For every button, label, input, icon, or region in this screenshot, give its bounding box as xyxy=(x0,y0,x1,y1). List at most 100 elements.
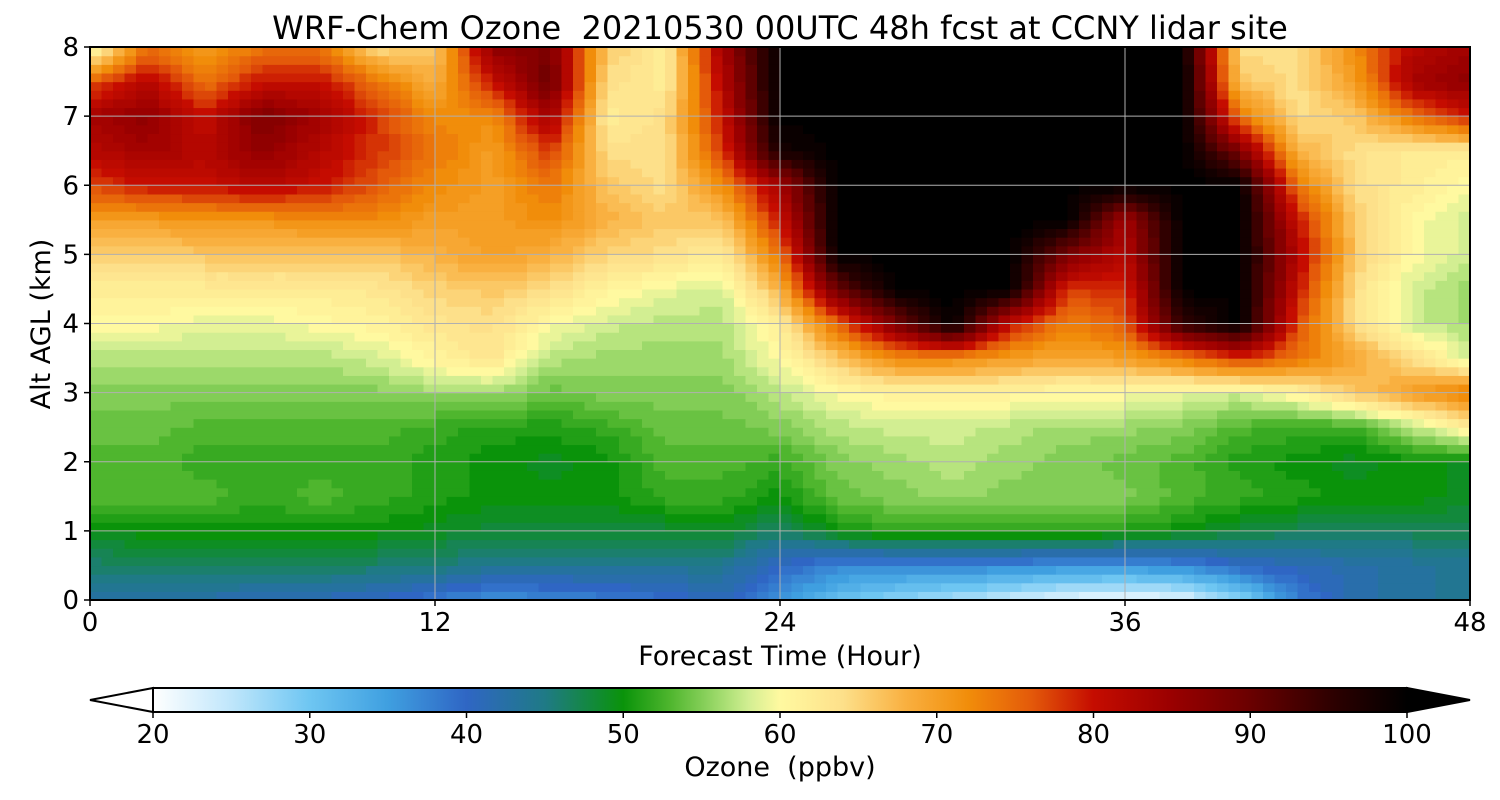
contour-cell xyxy=(170,64,183,74)
contour-cell xyxy=(216,263,229,273)
contour-cell xyxy=(895,392,908,402)
contour-cell xyxy=(469,358,482,368)
contour-cell xyxy=(251,461,264,471)
contour-cell xyxy=(607,107,620,117)
contour-cell xyxy=(354,479,367,489)
contour-cell xyxy=(895,245,908,255)
contour-cell xyxy=(515,539,528,549)
contour-cell xyxy=(504,159,517,169)
contour-cell xyxy=(860,271,873,281)
contour-cell xyxy=(285,72,298,83)
contour-cell xyxy=(297,254,310,264)
contour-cell xyxy=(665,582,678,592)
contour-cell xyxy=(446,245,459,255)
contour-cell xyxy=(918,444,931,454)
contour-cell xyxy=(205,392,218,402)
contour-cell xyxy=(331,565,344,575)
contour-cell xyxy=(262,548,275,558)
contour-cell xyxy=(906,556,919,567)
contour-cell xyxy=(251,314,264,325)
contour-cell xyxy=(170,263,183,273)
contour-cell xyxy=(619,98,632,109)
contour-cell xyxy=(768,193,781,204)
contour-cell xyxy=(676,453,689,463)
contour-cell xyxy=(136,323,149,333)
contour-cell xyxy=(423,409,436,420)
contour-cell xyxy=(653,228,666,238)
contour-cell xyxy=(377,358,390,368)
contour-cell xyxy=(193,332,206,342)
contour-cell xyxy=(239,453,252,463)
contour-cell xyxy=(481,72,494,83)
contour-cell xyxy=(124,219,137,230)
contour-cell xyxy=(90,392,103,402)
contour-cell xyxy=(837,150,850,160)
contour-cell xyxy=(596,401,609,411)
contour-cell xyxy=(642,582,655,592)
contour-cell xyxy=(975,98,988,109)
contour-cell xyxy=(860,565,873,575)
contour-cell xyxy=(734,47,747,57)
contour-cell xyxy=(193,591,206,600)
contour-cell xyxy=(826,548,839,558)
contour-cell xyxy=(653,271,666,281)
contour-cell xyxy=(308,591,321,600)
contour-cell xyxy=(653,55,666,65)
contour-cell xyxy=(320,582,333,592)
contour-cell xyxy=(366,496,379,506)
contour-cell xyxy=(193,401,206,411)
contour-cell xyxy=(400,185,413,195)
contour-cell xyxy=(665,539,678,549)
contour-cell xyxy=(193,193,206,204)
contour-cell xyxy=(239,323,252,333)
contour-cell xyxy=(745,496,758,506)
contour-cell xyxy=(676,47,689,57)
contour-cell xyxy=(446,470,459,480)
contour-cell xyxy=(722,288,735,299)
contour-cell xyxy=(665,487,678,497)
contour-cell xyxy=(308,435,321,446)
contour-cell xyxy=(331,81,344,91)
contour-cell xyxy=(538,409,551,420)
contour-cell xyxy=(814,306,827,316)
contour-cell xyxy=(400,548,413,558)
contour-cell xyxy=(665,159,678,169)
contour-cell xyxy=(297,150,310,160)
contour-cell xyxy=(262,237,275,247)
contour-cell xyxy=(791,513,804,523)
contour-cell xyxy=(941,332,954,342)
contour-cell xyxy=(331,306,344,316)
contour-cell xyxy=(469,409,482,420)
contour-cell xyxy=(423,565,436,575)
contour-cell xyxy=(515,150,528,160)
contour-cell xyxy=(561,98,574,109)
contour-cell xyxy=(354,159,367,169)
contour-cell xyxy=(734,409,747,420)
contour-cell xyxy=(504,435,517,446)
contour-cell xyxy=(435,150,448,160)
contour-cell xyxy=(941,254,954,264)
contour-cell xyxy=(527,496,540,506)
contour-cell xyxy=(239,565,252,575)
contour-cell xyxy=(159,487,172,497)
contour-cell xyxy=(538,323,551,333)
contour-cell xyxy=(906,366,919,376)
contour-cell xyxy=(722,565,735,575)
contour-cell xyxy=(366,133,379,143)
contour-cell xyxy=(918,513,931,523)
contour-cell xyxy=(377,263,390,273)
contour-cell xyxy=(193,522,206,532)
contour-cell xyxy=(619,453,632,463)
contour-cell xyxy=(446,358,459,368)
contour-cell xyxy=(757,332,770,342)
contour-cell xyxy=(446,582,459,592)
contour-cell xyxy=(205,470,218,480)
contour-cell xyxy=(872,332,885,342)
contour-cell xyxy=(895,47,908,57)
contour-cell xyxy=(722,64,735,74)
contour-cell xyxy=(745,479,758,489)
contour-cell xyxy=(745,254,758,264)
contour-cell xyxy=(837,444,850,454)
contour-cell xyxy=(929,548,942,558)
contour-cell xyxy=(435,392,448,402)
